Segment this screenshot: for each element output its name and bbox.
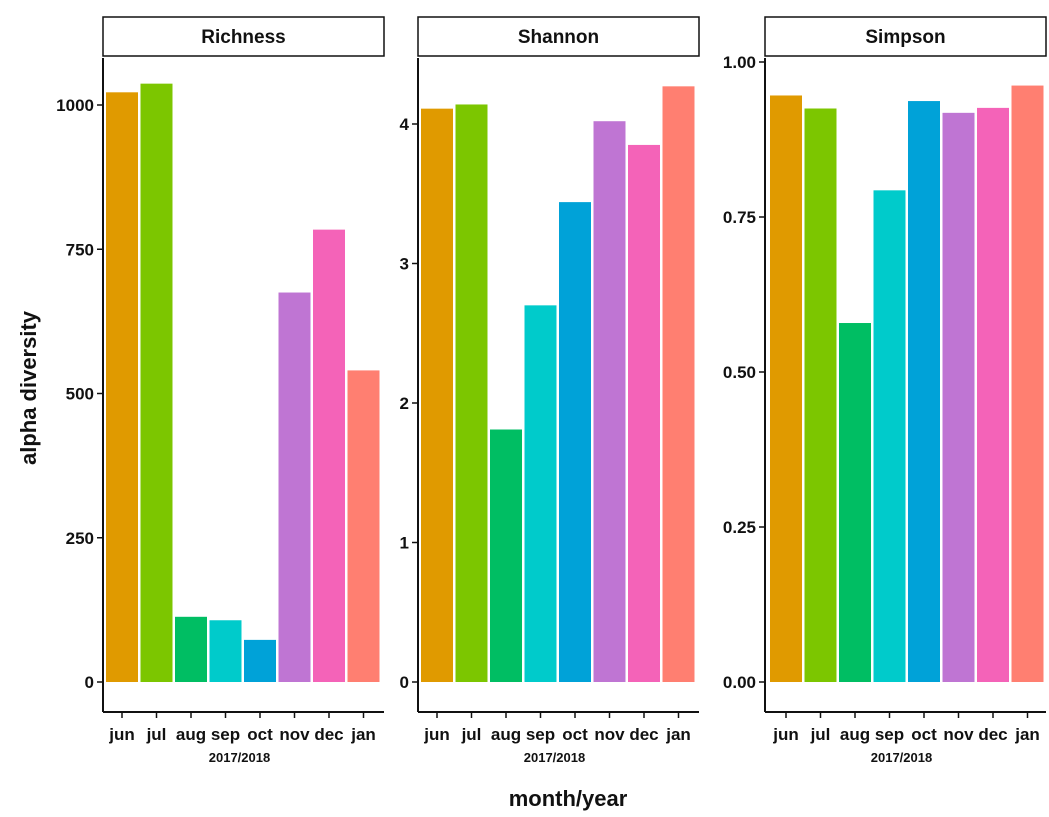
x-tick-label: jul xyxy=(146,725,167,744)
y-tick-label: 0.00 xyxy=(723,673,756,692)
y-tick-label: 0 xyxy=(85,673,94,692)
bar-jan xyxy=(347,370,380,682)
y-tick-label: 0.25 xyxy=(723,518,756,537)
x-tick-label: jun xyxy=(108,725,135,744)
panel-richness: Richness jun jul aug sep oct nov dec jan 0 250 500 7… xyxy=(56,16,385,765)
y-tick-label: 4 xyxy=(400,115,410,134)
y-tick-label: 500 xyxy=(66,385,94,404)
x-tick-label: nov xyxy=(279,725,310,744)
y-tick-label: 1000 xyxy=(56,96,94,115)
y-tick-label: 0.75 xyxy=(723,208,756,227)
y-tick-label: 750 xyxy=(66,240,94,259)
x-tick-label: nov xyxy=(594,725,625,744)
x-tick-label: jul xyxy=(461,725,482,744)
x-sublabel: 2017/2018 xyxy=(524,750,585,765)
bar-aug xyxy=(490,429,522,682)
x-tick-label: jan xyxy=(350,725,376,744)
x-tick-label: aug xyxy=(491,725,521,744)
x-tick-label: oct xyxy=(911,725,937,744)
bar-nov xyxy=(593,121,626,682)
x-sublabel: 2017/2018 xyxy=(871,750,932,765)
bar-sep xyxy=(524,305,557,682)
bar-jun xyxy=(421,108,453,682)
x-tick-label: dec xyxy=(629,725,658,744)
bar-sep xyxy=(209,620,242,682)
bar-dec xyxy=(628,144,660,683)
y-tick-label: 3 xyxy=(400,255,409,274)
x-tick-label: oct xyxy=(247,725,273,744)
bar-oct xyxy=(244,639,276,682)
x-tick-label: dec xyxy=(314,725,343,744)
bar-sep xyxy=(873,190,906,682)
bar-jul xyxy=(140,83,173,682)
bar-aug xyxy=(175,616,207,682)
bar-jul xyxy=(804,108,837,682)
panel-simpson: Simpson jun jul aug sep oct nov dec jan 0.00 0.25 0… xyxy=(723,16,1047,765)
x-tick-label: aug xyxy=(840,725,870,744)
bar-oct xyxy=(908,101,940,682)
panel-strip xyxy=(417,16,700,57)
bar-jun xyxy=(106,92,138,682)
panel-title: Simpson xyxy=(865,27,945,48)
y-tick-label: 1.00 xyxy=(723,53,756,72)
x-tick-label: nov xyxy=(943,725,974,744)
x-tick-label: jan xyxy=(665,725,691,744)
bar-jan xyxy=(662,86,695,682)
y-tick-label: 2 xyxy=(400,394,409,413)
x-sublabel: 2017/2018 xyxy=(209,750,270,765)
x-tick-label: jul xyxy=(810,725,831,744)
y-tick-label: 0.50 xyxy=(723,363,756,382)
x-tick-label: dec xyxy=(978,725,1007,744)
y-tick-label: 0 xyxy=(400,673,409,692)
x-tick-label: oct xyxy=(562,725,588,744)
x-tick-label: sep xyxy=(875,725,904,744)
bar-dec xyxy=(977,107,1009,682)
bar-nov xyxy=(942,112,975,683)
x-tick-label: jun xyxy=(423,725,450,744)
y-tick-label: 250 xyxy=(66,529,94,548)
bar-jun xyxy=(770,95,802,683)
panel-title: Shannon xyxy=(518,27,599,48)
bar-nov xyxy=(278,292,311,682)
x-tick-label: aug xyxy=(176,725,206,744)
bar-jul xyxy=(455,104,488,683)
panel-title: Richness xyxy=(201,27,285,48)
x-tick-label: sep xyxy=(526,725,555,744)
x-tick-label: jun xyxy=(772,725,799,744)
x-axis-title: month/year xyxy=(509,786,628,811)
panel-strip xyxy=(102,16,385,57)
bar-aug xyxy=(839,323,871,682)
x-tick-label: jan xyxy=(1014,725,1040,744)
bar-dec xyxy=(313,229,345,682)
y-axis-title: alpha diversity xyxy=(16,310,41,465)
bar-oct xyxy=(559,202,591,682)
bar-jan xyxy=(1011,85,1044,682)
panel-shannon: Shannon jun jul aug sep oct nov dec jan 0 1 2 3 4 2017… xyxy=(400,16,700,765)
x-tick-label: sep xyxy=(211,725,240,744)
y-tick-label: 1 xyxy=(400,534,409,553)
panel-strip xyxy=(764,16,1047,57)
